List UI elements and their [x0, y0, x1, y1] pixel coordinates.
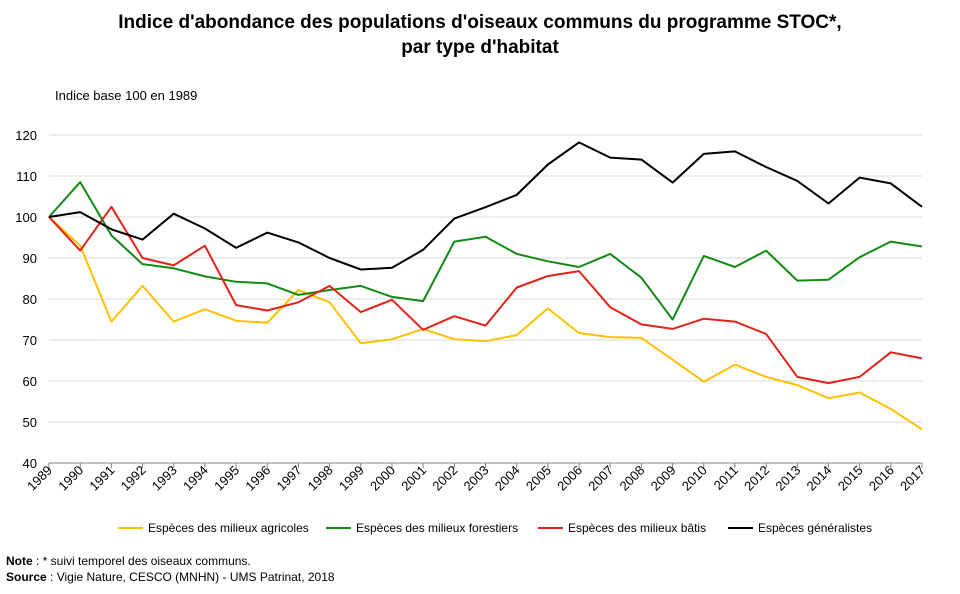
x-tick-label-2016: 2016 — [866, 463, 897, 494]
x-tick-label-2015: 2015 — [835, 463, 866, 494]
x-tick-label-2012: 2012 — [741, 463, 772, 494]
y-tick-label-100: 100 — [15, 210, 37, 225]
chart-title-line1: Indice d'abondance des populations d'ois… — [118, 12, 842, 33]
x-tick-label-1996: 1996 — [242, 463, 273, 494]
x-tick-label-1994: 1994 — [180, 463, 211, 494]
x-tick-label-2005: 2005 — [523, 463, 554, 494]
y-axis-ticks: 40 50 60 70 80 90 100 110 120 — [15, 128, 37, 471]
legend-label-1: Espèces des milieux agricoles — [148, 521, 309, 535]
y-tick-label-110: 110 — [16, 169, 37, 184]
note-label: Note — [6, 554, 33, 568]
legend: Espèces des milieux agricoles Espèces des… — [118, 521, 872, 535]
y-tick-label-70: 70 — [23, 333, 37, 348]
note-text: : * suivi temporel des oiseaux communs. — [32, 554, 251, 568]
y-tick-label-80: 80 — [23, 292, 37, 307]
note-line: Note : * suivi temporel des oiseaux comm… — [6, 553, 335, 569]
x-tick-label-2013: 2013 — [772, 463, 803, 494]
chart-title-line2: par type d'habitat — [401, 37, 559, 58]
line-chart: Indice base 100 en 1989 40 50 60 70 80 90 100 1… — [15, 88, 928, 535]
x-tick-label-2009: 2009 — [648, 463, 679, 494]
x-tick-label-2006: 2006 — [554, 463, 585, 494]
x-tick-label-2000: 2000 — [367, 463, 398, 494]
y-axis-label: Indice base 100 en 1989 — [55, 88, 197, 103]
legend-label-3: Espèces des milieux bâtis — [568, 521, 706, 535]
source-label: Source — [6, 570, 47, 584]
x-tick-label-2002: 2002 — [429, 463, 460, 494]
y-tick-label-50: 50 — [23, 415, 37, 430]
x-tick-label-2014: 2014 — [804, 463, 835, 494]
x-axis: 1989 1990 1991 1992 1993 1994 1995 1996 1997 1998… — [24, 462, 928, 494]
legend-label-4: Espèces généralistes — [758, 521, 872, 535]
x-tick-label-2017: 2017 — [897, 463, 928, 494]
x-tick-label-1992: 1992 — [118, 463, 149, 494]
source-line: Source : Vigie Nature, CESCO (MNHN) - UM… — [6, 569, 335, 585]
x-tick-label-2011: 2011 — [711, 463, 741, 493]
x-tick-label-1991: 1991 — [86, 463, 117, 494]
x-tick-label-2007: 2007 — [585, 463, 616, 494]
y-tick-label-90: 90 — [23, 251, 37, 266]
x-tick-label-2001: 2001 — [398, 463, 429, 494]
x-tick-label-1993: 1993 — [149, 463, 180, 494]
series-line-1 — [48, 216, 923, 431]
x-tick-label-1995: 1995 — [211, 463, 242, 494]
x-tick-label-2008: 2008 — [616, 463, 647, 494]
series-line-3 — [48, 205, 923, 385]
series-line-4 — [48, 141, 923, 271]
y-tick-label-60: 60 — [23, 374, 37, 389]
y-tick-label-40: 40 — [23, 456, 37, 471]
y-tick-label-120: 120 — [15, 128, 37, 143]
x-tick-label-2010: 2010 — [679, 463, 710, 494]
x-tick-label-2004: 2004 — [492, 463, 523, 494]
legend-label-2: Espèces des milieux forestiers — [356, 521, 518, 535]
footnotes: Note : * suivi temporel des oiseaux comm… — [6, 553, 335, 585]
source-text: : Vigie Nature, CESCO (MNHN) - UMS Patri… — [46, 570, 335, 584]
chart-title: Indice d'abondance des populations d'ois… — [0, 10, 960, 60]
x-tick-label-1997: 1997 — [273, 463, 304, 494]
x-tick-label-1990: 1990 — [55, 463, 86, 494]
x-tick-label-1998: 1998 — [305, 463, 336, 494]
x-tick-label-1999: 1999 — [336, 463, 367, 494]
gridlines — [49, 134, 922, 423]
series-line-2 — [48, 181, 923, 321]
x-tick-label-2003: 2003 — [461, 463, 492, 494]
series-lines — [48, 141, 923, 431]
